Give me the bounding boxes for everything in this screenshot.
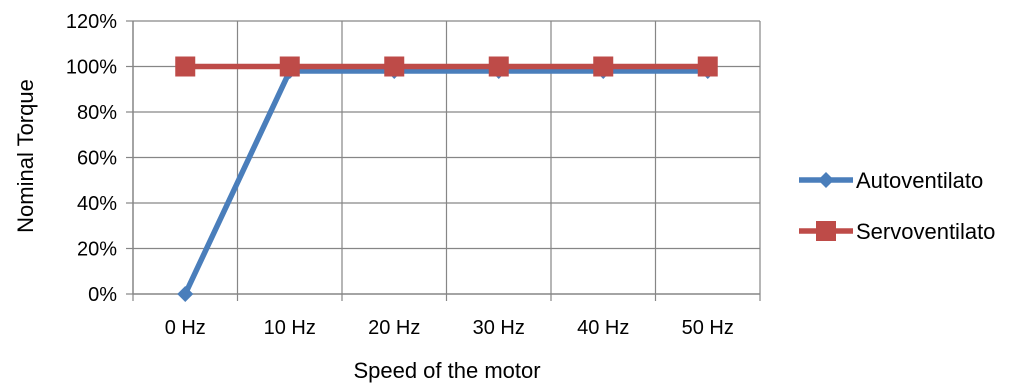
y-tick-label: 80%: [77, 102, 117, 124]
legend-item: Autoventilato: [799, 168, 983, 193]
legend-label: Servoventilato: [856, 219, 995, 244]
y-tick-label: 60%: [77, 148, 117, 170]
data-point: [818, 172, 834, 188]
x-tick-labels: 0 Hz 10 Hz 20 Hz 30 Hz 40 Hz 50 Hz: [165, 317, 734, 339]
y-tick-label: 0%: [88, 284, 117, 306]
x-tick-label: 50 Hz: [682, 317, 734, 339]
x-tick-label: 40 Hz: [577, 317, 629, 339]
data-point: [816, 221, 836, 241]
data-point: [593, 56, 614, 77]
legend-label: Autoventilato: [856, 168, 983, 193]
series-line: [182, 68, 708, 296]
x-tick-label: 0 Hz: [165, 317, 206, 339]
gridlines: [126, 20, 761, 301]
data-point: [697, 56, 718, 77]
y-tick-labels: 0% 20% 40% 60% 80% 100% 120%: [66, 11, 117, 306]
x-axis-label: Speed of the motor: [353, 358, 540, 383]
data-point: [177, 286, 194, 302]
data-point: [175, 56, 196, 77]
y-tick-label: 40%: [77, 193, 117, 215]
series: [175, 56, 718, 302]
series-1: [175, 56, 718, 77]
data-point: [279, 56, 300, 77]
data-point: [488, 56, 509, 77]
x-tick-label: 30 Hz: [473, 317, 525, 339]
y-tick-label: 20%: [77, 239, 117, 261]
legend: Autoventilato Servoventilato: [799, 168, 995, 244]
legend-item: Servoventilato: [799, 219, 995, 244]
y-tick-label: 120%: [66, 11, 117, 33]
data-point: [384, 56, 405, 77]
y-tick-label: 100%: [66, 57, 117, 79]
x-tick-label: 10 Hz: [264, 317, 316, 339]
axes: [132, 21, 760, 295]
x-tick-label: 20 Hz: [368, 317, 420, 339]
y-axis-label: Nominal Torque: [13, 79, 38, 233]
